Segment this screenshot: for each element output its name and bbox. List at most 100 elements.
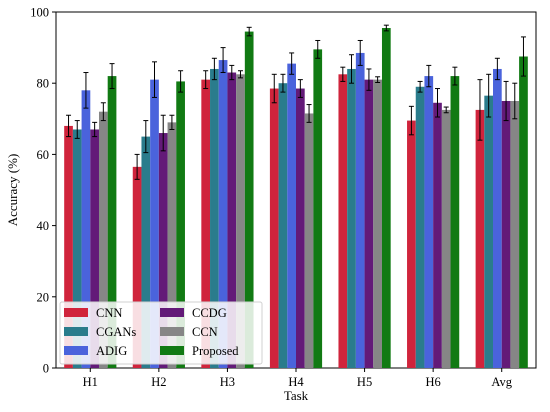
legend-item-cnn: CNN	[64, 306, 122, 320]
error-bar-adig-h3	[220, 47, 226, 74]
bar-adig-h6	[424, 76, 434, 368]
bar-proposed-h2	[176, 81, 185, 369]
y-tick-label: 0	[43, 362, 49, 376]
error-bar-cgans-h6	[417, 80, 423, 93]
bar-ccdg-avg	[501, 101, 511, 368]
bar-proposed-h3	[244, 31, 254, 369]
error-bar-cgans-avg	[486, 73, 492, 118]
bar-adig-h1	[81, 90, 91, 368]
bar-cgans-h1	[72, 129, 82, 368]
error-bar-adig-h1	[83, 72, 89, 109]
error-bar-ccdg-h1	[92, 121, 98, 138]
error-bar-ccdg-h5	[366, 68, 372, 91]
bar-ccdg-h2	[158, 133, 168, 368]
error-bar-cgans-h2	[143, 120, 149, 154]
legend-label: Proposed	[192, 344, 239, 358]
error-bar-ccn-h5	[375, 76, 381, 83]
bar-cgans-avg	[484, 95, 494, 368]
bar-cnn-h6	[407, 120, 416, 368]
x-tick-label: H2	[151, 375, 166, 389]
x-tick-label: H4	[288, 375, 304, 389]
bar-cgans-h2	[141, 136, 151, 368]
legend-swatch	[160, 346, 184, 355]
legend-item-adig: ADIG	[64, 344, 127, 358]
bar-ccn-avg	[510, 101, 520, 368]
x-axis-label: Task	[284, 388, 309, 403]
legend-label: CGANs	[96, 325, 136, 339]
bar-adig-h3	[218, 60, 228, 369]
error-bar-adig-h2	[152, 61, 158, 98]
bars-layer	[64, 28, 528, 369]
legend-label: CNN	[96, 306, 122, 320]
error-bar-ccn-h6	[443, 106, 449, 114]
y-tick-label: 60	[37, 148, 50, 162]
error-bar-ccn-h2	[169, 114, 175, 130]
bar-ccn-h5	[373, 79, 382, 368]
bar-ccdg-h6	[433, 102, 442, 368]
error-bars-layer	[66, 24, 526, 180]
legend-item-cgans: CGANs	[64, 325, 136, 339]
y-tick-label: 100	[30, 6, 49, 20]
y-tick-label: 80	[37, 77, 50, 91]
error-bar-adig-h5	[357, 39, 363, 66]
bar-ccn-h6	[441, 109, 451, 369]
bar-cgans-h3	[210, 68, 219, 369]
error-bar-ccn-h3	[237, 70, 243, 79]
legend-label: CCDG	[192, 306, 227, 320]
error-bar-ccdg-h2	[160, 114, 166, 152]
bar-proposed-h4	[313, 49, 323, 368]
error-bar-cnn-h4	[271, 73, 277, 104]
error-bar-cgans-h5	[349, 54, 355, 84]
error-bar-ccn-h1	[100, 102, 106, 122]
error-bar-ccdg-h4	[297, 79, 303, 98]
bar-adig-h2	[150, 79, 159, 368]
error-bar-cnn-h2	[134, 153, 140, 180]
bar-proposed-h1	[107, 76, 117, 368]
legend: CNN CGANs ADIG CCDG CCN Proposed	[59, 301, 263, 365]
y-axis-label: Accuracy (%)	[5, 154, 20, 227]
error-bar-cnn-h6	[408, 105, 414, 136]
error-bar-cnn-avg	[477, 79, 483, 141]
legend-item-proposed: Proposed	[160, 344, 239, 358]
error-bar-ccn-avg	[512, 82, 518, 120]
bar-ccn-h1	[98, 111, 108, 369]
legend-swatch	[160, 308, 184, 317]
x-tick-label: H3	[220, 375, 235, 389]
error-bar-cnn-h3	[203, 70, 209, 90]
error-bar-cgans-h4	[280, 73, 286, 93]
bar-cnn-h4	[269, 88, 279, 368]
bar-cnn-h5	[338, 74, 348, 369]
error-bar-adig-avg	[494, 57, 500, 81]
legend-item-ccn: CCN	[160, 325, 218, 339]
error-bar-proposed-h1	[109, 63, 115, 90]
bar-cnn-h1	[64, 125, 73, 368]
bar-cgans-h5	[347, 68, 356, 369]
x-tick-label: H5	[357, 375, 372, 389]
bar-proposed-h6	[450, 76, 460, 368]
error-bar-ccdg-avg	[503, 80, 509, 122]
error-bar-ccn-h4	[306, 104, 312, 123]
bar-adig-h5	[355, 52, 365, 368]
error-bar-adig-h6	[426, 64, 432, 88]
legend-swatch	[64, 308, 88, 317]
error-bar-proposed-avg	[520, 36, 526, 77]
bar-ccdg-h1	[90, 129, 99, 368]
bar-ccdg-h4	[296, 88, 305, 368]
legend-item-ccdg: CCDG	[160, 306, 227, 320]
legend-label: CCN	[192, 325, 218, 339]
error-bar-proposed-h4	[315, 39, 321, 59]
error-bar-cgans-h1	[74, 120, 80, 139]
error-bar-proposed-h6	[452, 66, 458, 86]
error-bar-adig-h4	[289, 52, 295, 75]
y-tick-label: 40	[37, 219, 50, 233]
bar-ccn-h3	[236, 74, 245, 369]
bar-cgans-h4	[278, 83, 288, 368]
y-tick-label: 20	[37, 290, 50, 304]
bar-proposed-h5	[381, 28, 391, 369]
error-bar-ccdg-h3	[229, 64, 235, 81]
bar-ccn-h2	[167, 122, 177, 368]
bar-ccn-h4	[304, 113, 314, 369]
error-bar-proposed-h2	[178, 70, 184, 93]
